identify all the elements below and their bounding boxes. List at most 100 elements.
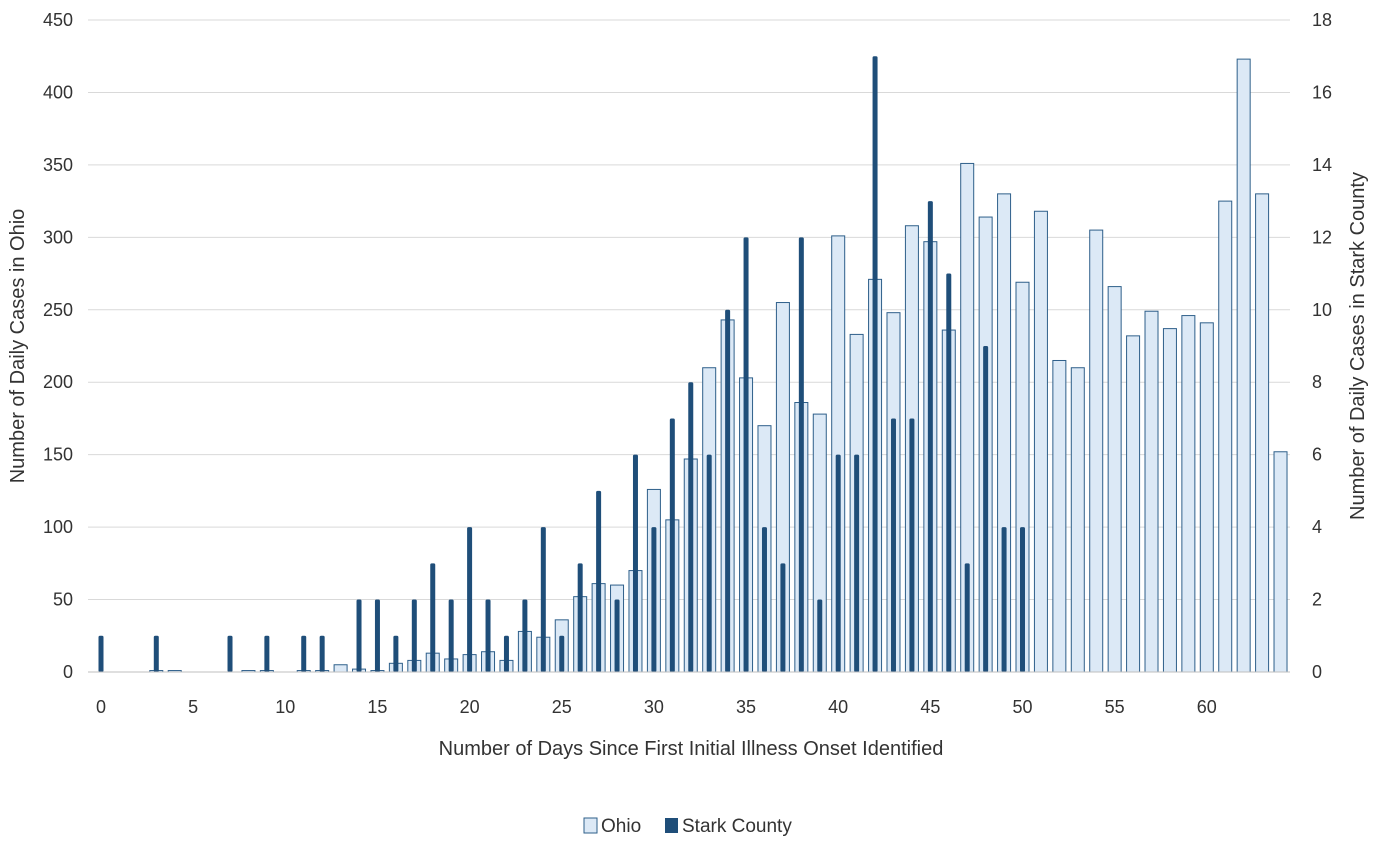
bar-stark-county [467,527,473,672]
bar-stark-county [540,527,546,672]
bar-stark-county [946,273,952,672]
x-axis-title: Number of Days Since First Initial Illne… [439,738,944,760]
x-tick-label: 45 [920,697,940,717]
bar-stark-county [596,490,602,672]
bar-stark-county [393,635,399,672]
bar-stark-county [780,563,786,672]
bar-ohio [1070,367,1085,673]
bar-stark-county [485,599,491,672]
bar-ohio [1107,286,1122,673]
bar-stark-county [264,635,270,672]
left-y-tick-label: 100 [43,517,73,537]
bar-ohio [1218,200,1233,673]
bar-stark-county [632,454,638,672]
stark-county-series [98,56,1025,673]
ohio-series [149,58,1288,673]
right-y-tick-label: 8 [1312,372,1322,392]
bar-stark-county [356,599,362,672]
bar-ohio [1181,315,1196,673]
bar-stark-county [688,382,694,672]
bar-stark-county [227,635,233,672]
bar-stark-county [1001,527,1007,672]
x-tick-label: 35 [736,697,756,717]
left-y-tick-label: 350 [43,155,73,175]
bar-ohio [1144,310,1159,673]
left-y-tick-label: 250 [43,300,73,320]
legend-label-stark-county: Stark County [682,816,792,837]
bar-stark-county [798,237,804,673]
bar-stark-county [98,635,104,672]
bar-stark-county [503,635,509,672]
bar-stark-county [448,599,454,672]
bar-ohio [1199,322,1214,673]
x-tick-label: 10 [275,697,295,717]
left-y-tick-label: 150 [43,445,73,465]
left-y-tick-label: 300 [43,227,73,247]
bar-stark-county [983,346,989,672]
bar-stark-county [761,527,767,672]
bar-stark-county [319,635,325,672]
bar-stark-county [854,454,860,672]
x-tick-label: 0 [96,697,106,717]
right-y-axis-ticks: 0 2 4 6 8 10 12 14 16 18 [1312,10,1332,682]
bar-stark-county [153,635,159,672]
x-tick-label: 60 [1197,697,1217,717]
legend: Ohio Stark County [583,816,792,837]
left-y-axis-ticks: 0 50 100 150 200 250 300 350 400 450 [43,10,73,682]
bar-stark-county [743,237,749,673]
x-tick-label: 15 [367,697,387,717]
x-tick-label: 55 [1105,697,1125,717]
bar-ohio [1162,328,1177,673]
x-tick-label: 20 [460,697,480,717]
left-y-axis-title: Number of Daily Cases in Ohio [7,209,29,484]
x-tick-label: 40 [828,697,848,717]
bar-stark-county [651,527,657,672]
right-y-axis-title: Number of Daily Cases in Stark County [1347,172,1369,520]
left-y-tick-label: 0 [63,662,73,682]
bar-stark-county [909,418,915,672]
legend-label-ohio: Ohio [601,816,641,837]
bar-stark-county [706,454,712,672]
right-y-tick-label: 6 [1312,445,1322,465]
bar-ohio [1033,210,1048,673]
x-axis-ticks: 0 5 10 15 20 25 30 35 40 45 50 55 60 [96,697,1217,717]
left-y-tick-label: 50 [53,590,73,610]
bar-ohio [1273,451,1288,673]
bar-stark-county [669,418,675,672]
bar-stark-county [927,201,933,672]
bar-stark-county [430,563,436,672]
bar-ohio [1236,58,1251,673]
bar-stark-county [577,563,583,672]
right-y-tick-label: 0 [1312,662,1322,682]
left-y-tick-label: 400 [43,82,73,102]
right-y-tick-label: 18 [1312,10,1332,30]
bar-stark-county [522,599,528,672]
x-tick-label: 25 [552,697,572,717]
bar-stark-county [1020,527,1025,672]
bar-stark-county [872,56,878,672]
bar-ohio [333,664,348,673]
bar-stark-county [374,599,380,672]
bar-stark-county [835,454,841,672]
right-y-tick-label: 16 [1312,82,1332,102]
bar-stark-county [725,309,731,672]
x-tick-label: 5 [188,697,198,717]
left-y-tick-label: 200 [43,372,73,392]
right-y-tick-label: 14 [1312,155,1332,175]
right-y-tick-label: 12 [1312,227,1332,247]
bar-stark-county [964,563,970,672]
bar-stark-county [614,599,620,672]
bar-stark-county [301,635,307,672]
bar-ohio [1052,359,1067,673]
x-tick-label: 50 [1012,697,1032,717]
bar-stark-county [890,418,896,672]
bar-stark-county [411,599,417,672]
right-y-tick-label: 10 [1312,300,1332,320]
gridlines [88,19,1290,601]
legend-swatch-stark-county [665,818,678,833]
bar-stark-county [559,635,565,672]
right-y-tick-label: 2 [1312,590,1322,610]
bar-stark-county [817,599,823,672]
legend-swatch-ohio [583,817,598,834]
